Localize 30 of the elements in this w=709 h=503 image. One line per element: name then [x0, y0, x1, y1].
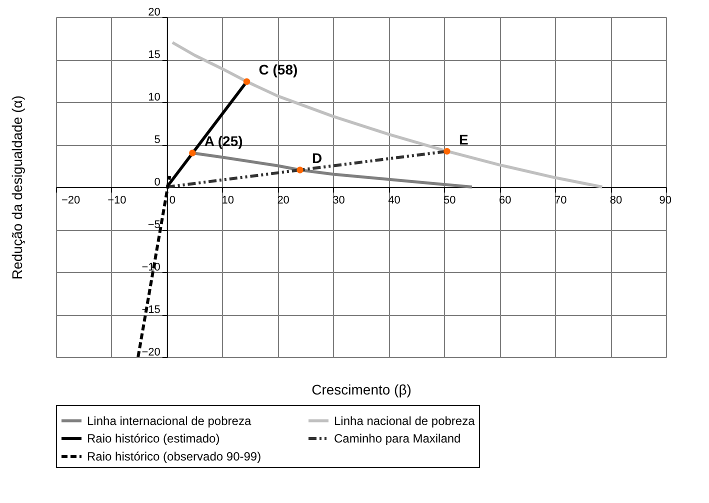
legend-label: Raio histórico (estimado) [87, 432, 220, 446]
x-tick-label: 10 [222, 194, 234, 206]
annotation: C (58) [258, 62, 298, 78]
legend-label: Linha internacional de pobreza [87, 414, 252, 428]
y-tick-label: 0 [154, 176, 160, 188]
x-tick-label: −20 [62, 194, 80, 206]
x-tick-label: −10 [108, 194, 126, 206]
x-tick-label: 60 [499, 194, 512, 206]
annotation: E [458, 131, 468, 148]
x-tick-label: 50 [444, 194, 456, 206]
annotation: A (25) [204, 133, 243, 149]
y-tick-label: 15 [148, 49, 160, 61]
legend-label: Caminho para Maxiland [334, 432, 461, 446]
y-tick-label: 10 [148, 92, 160, 104]
y-tick-label: −20 [142, 346, 160, 358]
x-tick-label: 70 [554, 194, 567, 206]
y-tick-label: −5 [148, 219, 160, 231]
x-tick-label: 0 [169, 194, 176, 206]
x-axis-title: Crescimento (β) [312, 382, 412, 398]
legend-label: Raio histórico (observado 90-99) [87, 450, 262, 464]
x-tick-label: 80 [610, 194, 622, 206]
legend-label: Linha nacional de pobreza [334, 414, 476, 428]
x-tick-label: 30 [332, 194, 345, 206]
x-tick-label: 20 [277, 194, 290, 206]
y-tick-label: 20 [148, 6, 160, 18]
x-tick-label: 40 [388, 194, 400, 206]
annotation: D [312, 150, 322, 166]
x-tick-label: 90 [659, 194, 672, 206]
y-tick-label: 5 [154, 134, 160, 146]
y-axis-title: Redução da desigualdade (α) [8, 96, 25, 280]
